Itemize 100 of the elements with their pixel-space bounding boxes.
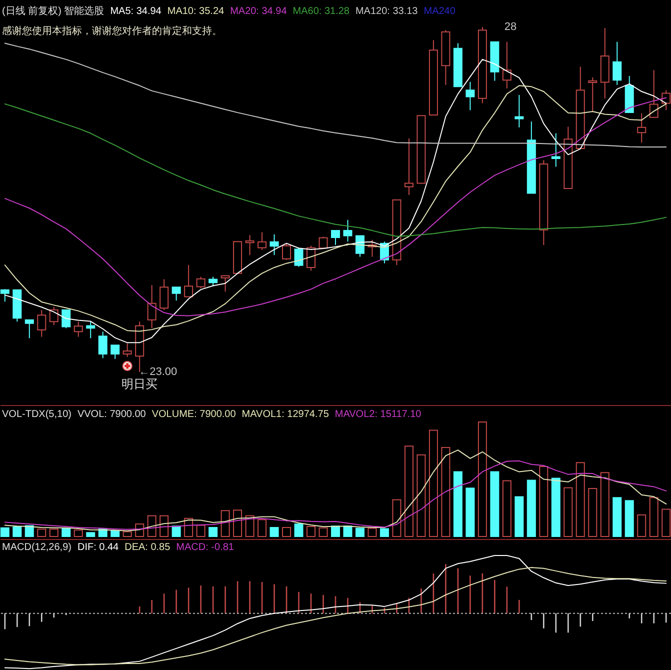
bar [551, 478, 560, 537]
bar [539, 466, 548, 537]
bar [172, 526, 181, 537]
candlestick [355, 235, 364, 258]
text: VOLUME: 7900.00 [152, 409, 236, 420]
bar [428, 430, 438, 537]
bar [331, 526, 340, 537]
candlestick [172, 286, 181, 302]
candlestick [514, 94, 524, 128]
bar [380, 528, 389, 537]
candlestick [147, 284, 156, 329]
candlestick [122, 342, 132, 358]
candlestick [196, 276, 206, 289]
candlestick [331, 230, 340, 246]
text: DEA: 0.85 [124, 542, 171, 553]
text: MACD: -0.81 [176, 542, 234, 553]
bar [49, 528, 58, 537]
bar [122, 531, 132, 537]
bar [416, 454, 426, 537]
candlestick [294, 248, 304, 268]
bar [526, 480, 536, 537]
bar [37, 528, 46, 537]
text: MAVOL2: 15117.10 [334, 409, 422, 420]
text: MAVOL1: 12974.75 [242, 409, 330, 420]
candlestick [466, 81, 475, 111]
chart-title: (日线 前复权) 智能选股 [2, 5, 104, 17]
candlestick [0, 288, 10, 302]
bar [612, 497, 622, 537]
candlestick [637, 112, 646, 144]
candlestick [270, 234, 279, 256]
bar [355, 528, 364, 537]
bar [466, 488, 475, 537]
text: MA60: 31.28 [292, 6, 350, 17]
text: MA20: 34.94 [230, 6, 288, 17]
bar [208, 526, 218, 537]
candlestick [49, 306, 58, 326]
candlestick [649, 70, 658, 118]
text: MA5: 34.94 [110, 6, 162, 17]
bar [368, 528, 377, 537]
bar [637, 514, 646, 537]
candlestick [220, 275, 230, 292]
bar [392, 499, 402, 537]
candlestick [184, 264, 194, 298]
text: DIF: 0.44 [77, 542, 120, 553]
candlestick [404, 138, 414, 196]
bar [184, 518, 194, 537]
bar [576, 462, 585, 537]
candlestick [208, 276, 218, 287]
bar [62, 528, 71, 537]
candlestick [24, 319, 34, 339]
bar [453, 471, 462, 537]
bar [196, 524, 206, 537]
candlestick [160, 278, 169, 310]
bar [588, 488, 598, 537]
bar [306, 526, 316, 537]
candlestick [588, 76, 598, 112]
bar [502, 480, 512, 537]
bar [0, 527, 10, 537]
bar [86, 532, 96, 537]
bar [270, 526, 279, 537]
candlestick [306, 245, 316, 272]
chart-title: MACD(12,26,9) [2, 542, 72, 553]
candlestick [502, 41, 512, 89]
text: VVOL: 7900.00 [77, 409, 146, 420]
bar [514, 496, 524, 537]
chart-subtitle: 感谢您使用本指标，谢谢您对作者的肯定和支持。 [2, 25, 222, 37]
candlestick [86, 321, 96, 339]
bar [245, 515, 254, 537]
bar [404, 446, 414, 537]
bar [441, 447, 450, 537]
bar [282, 526, 292, 537]
text: MA120: 33.13 [355, 6, 418, 17]
bar [478, 422, 487, 537]
bar [490, 471, 500, 537]
candlestick [551, 132, 560, 168]
bar [110, 530, 120, 537]
candlestick [612, 41, 622, 86]
bar [220, 510, 230, 537]
candlestick [98, 331, 108, 359]
candlestick [62, 309, 71, 329]
annotation: 28 [504, 21, 517, 33]
bar [233, 510, 242, 537]
bar [24, 525, 34, 537]
annotation: ←23.00 [138, 366, 178, 378]
bar [12, 526, 22, 537]
candlestick [258, 232, 267, 250]
bar [147, 515, 156, 537]
bar [318, 527, 328, 537]
bar [624, 500, 634, 537]
candlestick [74, 321, 83, 338]
candlestick [245, 234, 254, 256]
bar [74, 529, 83, 537]
candlestick [343, 219, 352, 242]
chart-title: VOL-TDX(5,10) [2, 409, 72, 420]
bar [294, 524, 304, 537]
bar [662, 508, 671, 537]
bar [600, 472, 610, 537]
legend-label: MA240 [424, 6, 456, 17]
bar [258, 519, 267, 537]
text: MA10: 35.24 [167, 6, 224, 17]
